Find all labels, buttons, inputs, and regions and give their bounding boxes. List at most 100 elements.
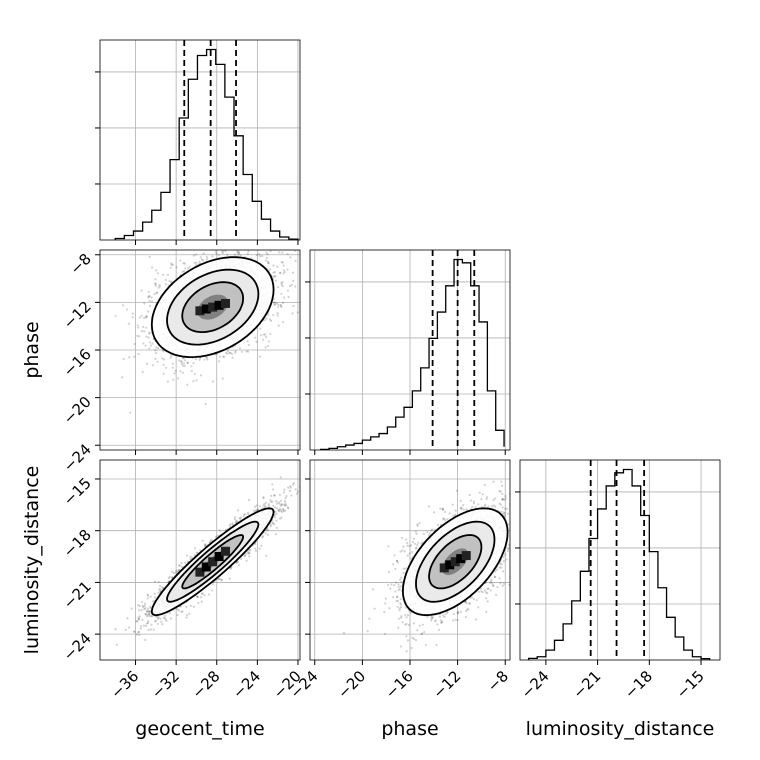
sample-point bbox=[224, 528, 227, 531]
sample-point bbox=[248, 552, 251, 555]
sample-point bbox=[281, 503, 284, 506]
sample-point bbox=[255, 508, 258, 512]
sample-point bbox=[228, 351, 231, 355]
sample-point bbox=[261, 338, 265, 341]
sample-point bbox=[282, 320, 285, 324]
sample-point bbox=[174, 571, 177, 575]
sample-point bbox=[146, 609, 149, 612]
sample-point bbox=[136, 334, 139, 337]
sample-point bbox=[147, 610, 151, 613]
sample-point bbox=[276, 314, 279, 317]
sample-point bbox=[192, 254, 195, 257]
sample-point bbox=[273, 301, 276, 304]
sample-point bbox=[263, 503, 266, 506]
sample-point bbox=[236, 509, 240, 512]
sample-point bbox=[254, 336, 257, 339]
sample-point bbox=[269, 318, 272, 321]
sample-point bbox=[230, 233, 232, 235]
sample-point bbox=[233, 518, 236, 521]
sample-point bbox=[224, 351, 228, 354]
sample-point bbox=[150, 296, 153, 299]
sample-point bbox=[211, 380, 215, 383]
sample-point bbox=[151, 615, 154, 618]
sample-point bbox=[150, 615, 153, 618]
sample-point bbox=[175, 266, 178, 269]
sample-point bbox=[261, 535, 265, 538]
sample-point bbox=[157, 347, 160, 350]
sample-point bbox=[296, 311, 299, 314]
sample-point bbox=[278, 493, 282, 496]
sample-point bbox=[154, 619, 158, 623]
histogram-phase bbox=[320, 258, 505, 450]
sample-point bbox=[184, 267, 187, 270]
sample-point bbox=[179, 370, 182, 373]
sample-point bbox=[195, 551, 198, 554]
sample-point bbox=[238, 347, 242, 350]
sample-point bbox=[172, 378, 175, 381]
sample-point bbox=[137, 326, 140, 329]
sample-point bbox=[140, 314, 143, 317]
sample-point bbox=[171, 263, 174, 266]
sample-point bbox=[206, 356, 209, 360]
sample-point bbox=[176, 608, 179, 611]
sample-point bbox=[272, 314, 275, 317]
sample-point bbox=[292, 304, 295, 308]
y-tick-label: −8 bbox=[66, 250, 94, 278]
sample-point bbox=[269, 525, 272, 528]
sample-point bbox=[246, 550, 249, 553]
sample-point bbox=[131, 312, 134, 315]
sample-point bbox=[264, 333, 267, 336]
sample-point bbox=[145, 362, 149, 365]
density-layer bbox=[114, 476, 300, 646]
sample-point bbox=[154, 357, 157, 361]
sample-point bbox=[242, 513, 246, 516]
contour-line bbox=[181, 281, 245, 333]
sample-point bbox=[162, 358, 166, 361]
sample-point bbox=[215, 252, 218, 255]
sample-point bbox=[164, 618, 167, 621]
sample-point bbox=[189, 555, 192, 558]
sample-point bbox=[285, 494, 288, 498]
sample-point bbox=[181, 371, 184, 374]
sample-point bbox=[249, 237, 251, 239]
sample-point bbox=[157, 580, 160, 583]
sample-point bbox=[177, 609, 180, 612]
sample-point bbox=[280, 516, 283, 519]
sample-point bbox=[188, 265, 191, 268]
sample-point bbox=[291, 271, 295, 274]
sample-point bbox=[186, 361, 189, 364]
sample-point bbox=[226, 352, 229, 355]
sample-point bbox=[141, 618, 144, 621]
sample-point bbox=[174, 369, 177, 372]
sample-point bbox=[267, 262, 270, 265]
sample-point bbox=[285, 504, 288, 507]
sample-point bbox=[217, 360, 221, 363]
sample-point bbox=[248, 246, 250, 248]
sample-point bbox=[190, 365, 193, 368]
sample-point bbox=[125, 308, 129, 311]
sample-point bbox=[192, 380, 195, 383]
sample-point bbox=[234, 351, 237, 354]
sample-point bbox=[235, 519, 238, 522]
sample-point bbox=[183, 270, 186, 273]
sample-point bbox=[276, 306, 280, 309]
sample-point bbox=[198, 232, 200, 234]
sample-point bbox=[277, 501, 280, 504]
sample-point bbox=[255, 504, 258, 507]
sample-point bbox=[170, 262, 173, 265]
sample-point bbox=[255, 340, 258, 343]
sample-point bbox=[178, 564, 181, 567]
sample-point bbox=[128, 356, 131, 359]
sample-point bbox=[247, 250, 250, 253]
sample-point bbox=[286, 252, 289, 256]
sample-point bbox=[130, 607, 133, 610]
sample-point bbox=[281, 285, 284, 288]
sample-point bbox=[330, 263, 332, 265]
sample-point bbox=[162, 616, 165, 619]
sample-point bbox=[159, 590, 162, 593]
sample-point bbox=[181, 364, 185, 367]
sample-point bbox=[141, 370, 144, 374]
sample-point bbox=[137, 630, 141, 634]
sample-point bbox=[287, 486, 290, 489]
sample-point bbox=[282, 507, 285, 511]
